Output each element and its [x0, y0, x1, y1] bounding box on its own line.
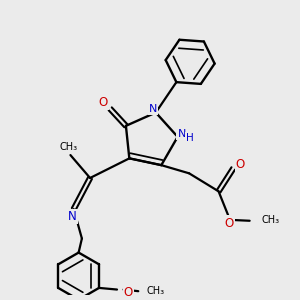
Text: O: O: [124, 286, 133, 299]
Text: CH₃: CH₃: [261, 215, 279, 225]
Text: N: N: [149, 103, 158, 114]
Text: O: O: [98, 96, 108, 110]
Text: O: O: [236, 158, 245, 171]
Text: CH₃: CH₃: [146, 286, 165, 296]
Text: CH₃: CH₃: [60, 142, 78, 152]
Text: N: N: [68, 210, 76, 223]
Text: H: H: [186, 133, 194, 143]
Text: N: N: [177, 129, 186, 139]
Text: O: O: [225, 217, 234, 230]
